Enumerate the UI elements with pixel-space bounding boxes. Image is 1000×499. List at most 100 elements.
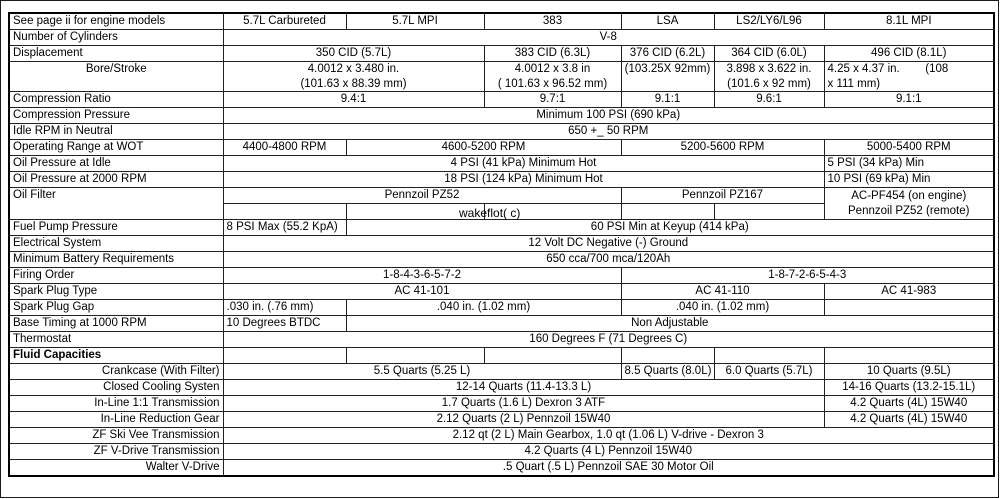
table-cell: (103.25X 92mm): [620, 61, 715, 92]
table-cell: 8.5 Quarts (8.0L): [620, 363, 715, 380]
table-cell: 496 CID (8.1L): [823, 45, 995, 62]
table-cell: 4.25 x 4.37 in. (108 x 111 mm): [823, 61, 995, 92]
table-cell: 5200-5600 RPM: [620, 139, 825, 156]
table-row: [9, 203, 994, 220]
table-cell: 4.2 Quarts (4L) 15W40: [823, 395, 995, 412]
table-cell: AC-PF454 (on engine) Pennzoil PZ52 (remot…: [823, 187, 995, 220]
table-cell: 2.12 Quarts (2 L) Pennzoil 15W40: [222, 411, 825, 428]
row-label: Oil Filter: [8, 187, 224, 220]
row-label: ZF V-Drive Transmission: [8, 443, 224, 460]
table-cell: 10 PSI (69 kPa) Min: [823, 171, 995, 188]
table-cell: 9.4:1: [222, 91, 485, 108]
table-cell: 10 Quarts (9.5L): [823, 363, 995, 380]
row-label: Displacement: [8, 45, 224, 62]
table-cell: 4600-5200 RPM: [345, 139, 622, 156]
table-cell: [222, 347, 347, 364]
table-row: Thermostat 160 Degrees F (71 Degrees C): [8, 331, 995, 348]
row-label: Spark Plug Type: [8, 283, 224, 300]
watermark-text: wakeflot( c): [459, 206, 521, 220]
table-row: Spark Plug Type AC 41-101 AC 41-110 AC 41-9…: [8, 283, 995, 300]
table-cell: 5.5 Quarts (5.25 L): [222, 363, 622, 380]
table-row: Electrical System 12 Volt DC Negative (-)…: [8, 235, 995, 252]
table-cell: 5000-5400 RPM: [823, 139, 995, 156]
table-row: In-Line Reduction Gear 2.12 Quarts (2 L) …: [8, 411, 995, 428]
table-cell: .040 in. (1.02 mm): [620, 299, 825, 316]
row-label: Operating Range at WOT: [8, 139, 224, 156]
table-cell: .030 in. (.76 mm): [222, 299, 347, 316]
row-label: Walter V-Drive: [8, 459, 224, 477]
table-cell: 60 PSI Min at Keyup (414 kPa): [345, 219, 995, 236]
table-row: ZF V-Drive Transmission 4.2 Quarts (4 L) …: [8, 443, 995, 460]
table-cell: .040 in. (1.02 mm): [345, 299, 622, 316]
table-cell: 1-8-7-2-6-5-4-3: [620, 267, 995, 284]
table-cell: LS2/LY6/L96: [713, 12, 825, 30]
table-row: ZF Ski Vee Transmission 2.12 qt (2 L) Mai…: [8, 427, 995, 444]
table-cell: Minimum 100 PSI (690 kPa): [222, 107, 995, 124]
table-cell: 9.6:1: [713, 91, 825, 108]
row-label: Bore/Stroke: [8, 61, 224, 92]
row-label: Compression Ratio: [8, 91, 224, 108]
table-cell: [345, 347, 485, 364]
table-cell: 4 PSI (41 kPa) Minimum Hot: [222, 155, 825, 172]
table-row: Bore/Stroke 4.0012 x 3.480 in. (101.63 x 8…: [8, 61, 995, 92]
table-row: Oil Pressure at Idle 4 PSI (41 kPa) Minim…: [8, 155, 995, 172]
row-label: Compression Pressure: [8, 107, 224, 124]
table-row: Crankcase (With Filter) 5.5 Quarts (5.25 …: [8, 363, 995, 380]
row-label: See page ii for engine models: [8, 12, 224, 30]
table-cell: 10 Degrees BTDC: [222, 315, 347, 332]
table-cell: 4.2 Quarts (4 L) Pennzoil 15W40: [222, 443, 995, 460]
table-cell: 383 CID (6.3L): [483, 45, 622, 62]
table-cell: 14-16 Quarts (13.2-15.1L): [823, 379, 995, 396]
row-label: In-Line Reduction Gear: [8, 411, 224, 428]
row-label: Firing Order: [8, 267, 224, 284]
table-cell: AC 41-110: [620, 283, 825, 300]
table-row: Fuel Pump Pressure 8 PSI Max (55.2 KpA) 60…: [8, 219, 995, 236]
table-cell: 6.0 Quarts (5.7L): [713, 363, 825, 380]
row-label: In-Line 1:1 Transmission: [8, 395, 224, 412]
table-cell: 383: [483, 12, 622, 30]
table-cell: 4.0012 x 3.8 in( 101.63 x 96.52 mm): [483, 61, 622, 92]
table-cell: 650 cca/700 mca/120Ah: [222, 251, 995, 268]
row-label: Idle RPM in Neutral: [8, 123, 224, 140]
table-cell: 160 Degrees F (71 Degrees C): [222, 331, 995, 348]
table-cell: Pennzoil PZ167: [620, 187, 825, 204]
table-row: Displacement 350 CID (5.7L) 383 CID (6.3L)…: [8, 45, 995, 62]
table-cell: 18 PSI (124 kPa) Minimum Hot: [222, 171, 825, 188]
table-cell: AC 41-101: [222, 283, 622, 300]
table-row: Number of Cylinders V-8: [8, 29, 995, 46]
table-cell: 5.7L Carbureted: [222, 12, 347, 30]
table-cell: 4.0012 x 3.480 in. (101.63 x 88.39 mm): [222, 61, 485, 92]
table-row: Idle RPM in Neutral 650 +_ 50 RPM: [8, 123, 995, 140]
table-row: Compression Pressure Minimum 100 PSI (690…: [8, 107, 995, 124]
row-label: Crankcase (With Filter): [8, 363, 224, 380]
table-cell: [823, 347, 995, 364]
table-cell: [483, 347, 622, 364]
table-cell: 376 CID (6.2L): [620, 45, 715, 62]
table-cell: [620, 347, 715, 364]
table-cell: [620, 203, 715, 220]
row-label: Thermostat: [8, 331, 224, 348]
table-cell: 1.7 Quarts (1.6 L) Dexron 3 ATF: [222, 395, 825, 412]
table-row: Oil Filter Pennzoil PZ52 Pennzoil PZ167 AC-…: [8, 187, 995, 220]
table-cell: 2.12 qt (2 L) Main Gearbox, 1.0 qt (1.06…: [222, 427, 995, 444]
table-cell: 3.898 x 3.622 in. (101.6 x 92 mm): [713, 61, 825, 92]
table-cell: 12 Volt DC Negative (-) Ground: [222, 235, 995, 252]
table-cell: 9.7:1: [483, 91, 622, 108]
table-row: Oil Pressure at 2000 RPM 18 PSI (124 kPa)…: [8, 171, 995, 188]
table-cell: 9.1:1: [620, 91, 715, 108]
row-label: ZF Ski Vee Transmission: [8, 427, 224, 444]
table-cell: [823, 299, 995, 316]
table-cell: 4400-4800 RPM: [222, 139, 347, 156]
table-cell: 1-8-4-3-6-5-7-2: [222, 267, 622, 284]
table-row: Compression Ratio 9.4:1 9.7:1 9.1:1 9.6:1 9.1…: [8, 91, 995, 108]
table-cell: [713, 203, 825, 220]
table-row: Fluid Capacities: [8, 347, 995, 364]
table-cell: .5 Quart (.5 L) Pennzoil SAE 30 Motor Oi…: [222, 459, 995, 477]
engine-spec-table: See page ii for engine models 5.7L Carbur…: [8, 12, 995, 477]
table-cell: [222, 203, 347, 220]
row-label: Fluid Capacities: [8, 347, 224, 364]
table-cell: 12-14 Quarts (11.4-13.3 L): [222, 379, 825, 396]
table-cell: 4.2 Quarts (4L) 15W40: [823, 411, 995, 428]
table-row: Closed Cooling Systen 12-14 Quarts (11.4-…: [8, 379, 995, 396]
